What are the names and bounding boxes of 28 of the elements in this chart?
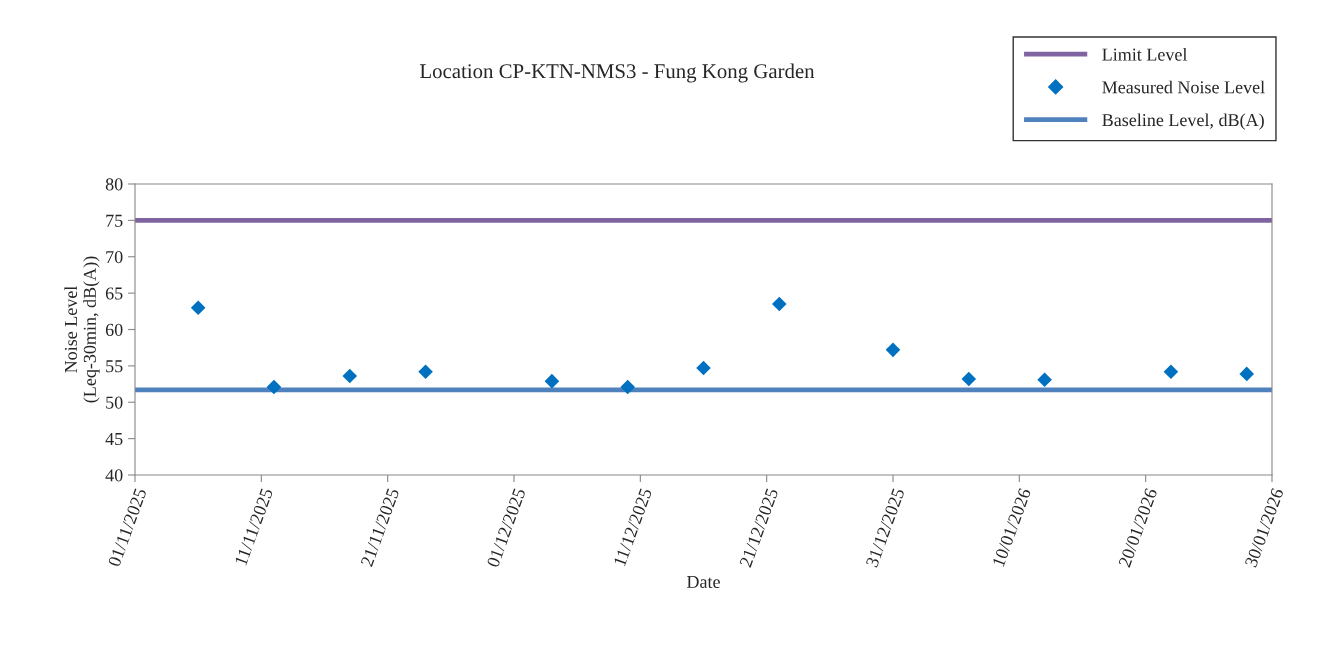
y-tick-label: 45 — [105, 433, 123, 446]
point — [266, 379, 282, 395]
point — [696, 360, 711, 376]
y-tick-label: 55 — [106, 360, 123, 373]
legend-label: Limit Level — [1102, 47, 1188, 61]
point — [342, 368, 358, 384]
y-axis-title: Noise Level (Leq-30min, dB(A)) — [64, 256, 100, 403]
point — [190, 300, 206, 315]
point — [1163, 364, 1179, 379]
legend-label: Baseline Level, dB(A) — [1102, 113, 1264, 130]
point — [885, 342, 901, 358]
point — [1037, 372, 1052, 387]
chart-title: Location CP-KTN-NMS3 - Fung Kong Garden — [419, 63, 815, 83]
point — [961, 371, 977, 387]
legend-label: Measured Noise Level — [1102, 80, 1265, 94]
point — [418, 364, 433, 379]
y-tick-label: 80 — [105, 178, 123, 191]
y-tick-label: 60 — [105, 323, 123, 336]
point — [1239, 366, 1255, 382]
y-tick-label: 40 — [105, 469, 123, 482]
point — [772, 296, 787, 312]
y-tick-label: 75 — [106, 214, 123, 227]
x-axis-title: Date — [686, 575, 720, 588]
point — [544, 373, 560, 389]
y-tick-label: 65 — [105, 287, 123, 300]
y-tick-label: 70 — [106, 251, 123, 264]
point — [620, 379, 635, 395]
y-tick-label: 50 — [106, 396, 123, 409]
